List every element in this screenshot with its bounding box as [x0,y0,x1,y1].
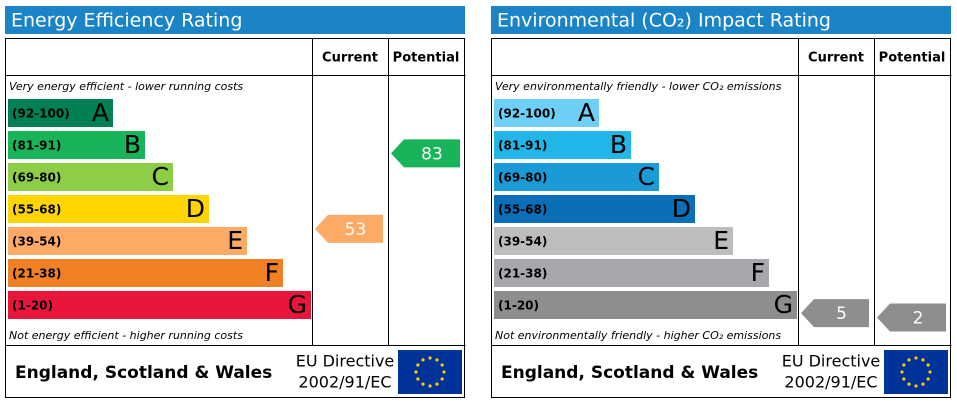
rating-band [8,163,173,191]
directive-line: 2002/91/EC [298,373,391,392]
band-range: (21-38) [498,267,547,281]
directive-line: 2002/91/EC [784,373,877,392]
band-range: (92-100) [498,107,556,121]
rating-band [494,99,599,127]
title-bar [491,6,951,34]
rating-band [8,259,283,287]
rating-band [494,291,797,319]
band-letter: B [124,130,141,159]
panel-title: Environmental (CO₂) Impact Rating [497,10,831,32]
title-bar [5,6,465,34]
flag-star [921,358,925,362]
flag-star [421,358,425,362]
flag-star [902,363,906,367]
rating-band [494,259,769,287]
flag-star [442,370,446,374]
flag-star [926,377,930,381]
flag-star [921,382,925,386]
directive-line: EU Directive [296,352,395,371]
band-range: (81-91) [12,139,61,153]
band-letter: A [92,98,109,127]
flag-star [416,377,420,381]
column-header: Potential [879,51,946,66]
panel-box [5,38,465,398]
rating-arrow [391,139,460,168]
band-range: (69-80) [498,171,547,185]
band-letter: F [751,258,765,287]
flag-star [907,382,911,386]
band-range: (69-80) [12,171,61,185]
band-range: (21-38) [12,267,61,281]
band-range: (55-68) [498,203,547,217]
rating-value: 5 [836,304,847,324]
band-range: (39-54) [498,235,547,249]
rating-value: 53 [345,220,367,240]
band-range: (39-54) [12,235,61,249]
region: England, Scotland & Wales [501,363,758,383]
flag-star [416,363,420,367]
flag-star [926,363,930,367]
flag-star [428,384,432,388]
flag-star [421,382,425,386]
column-header: Current [322,51,378,66]
panel-box [491,38,951,398]
band-range: (55-68) [12,203,61,217]
band-letter: D [186,194,205,223]
top-note: Very environmentally friendly - lower CO… [495,80,782,93]
band-range: (81-91) [498,139,547,153]
rating-arrow [877,303,946,332]
region: England, Scotland & Wales [15,363,272,383]
rating-panel: Environmental (CO₂) Impact Rating Current… [491,6,952,398]
rating-panel: Energy Efficiency Rating Current Potential… [5,6,466,398]
flag-star [907,358,911,362]
flag-star [900,370,904,374]
directive-line: EU Directive [782,352,881,371]
rating-band [494,227,733,255]
flag-star [435,382,439,386]
flag-star [902,377,906,381]
band-letter: C [152,162,169,191]
flag-star [435,358,439,362]
bottom-note: Not environmentally friendly - higher CO… [495,329,781,342]
bottom-note: Not energy efficient - higher running co… [9,329,243,342]
band-range: (1-20) [498,299,539,313]
band-range: (92-100) [12,107,70,121]
band-letter: C [638,162,655,191]
rating-band [494,131,631,159]
flag-star [440,363,444,367]
rating-band [8,131,145,159]
band-letter: F [265,258,279,287]
rating-band [494,163,659,191]
rating-band [8,227,247,255]
rating-value: 83 [421,144,443,164]
flag-star [414,370,418,374]
flag-star [914,384,918,388]
rating-band [8,195,209,223]
band-letter: E [227,226,243,255]
panel-title: Energy Efficiency Rating [11,10,242,32]
flag-star [440,377,444,381]
band-letter: E [713,226,729,255]
flag-star [914,356,918,360]
rating-value: 2 [913,309,924,329]
rating-band [494,195,695,223]
top-note: Very energy efficient - lower running co… [9,80,243,93]
band-letter: A [578,98,595,127]
band-letter: G [288,290,307,319]
band-letter: B [610,130,627,159]
rating-band [8,291,311,319]
flag-star [928,370,932,374]
column-header: Potential [393,51,460,66]
rating-arrow [315,214,383,243]
band-range: (1-20) [12,299,53,313]
rating-band [8,99,113,127]
flag-star [428,356,432,360]
column-header: Current [808,51,864,66]
band-letter: G [774,290,793,319]
band-letter: D [672,194,691,223]
rating-arrow [801,299,869,328]
